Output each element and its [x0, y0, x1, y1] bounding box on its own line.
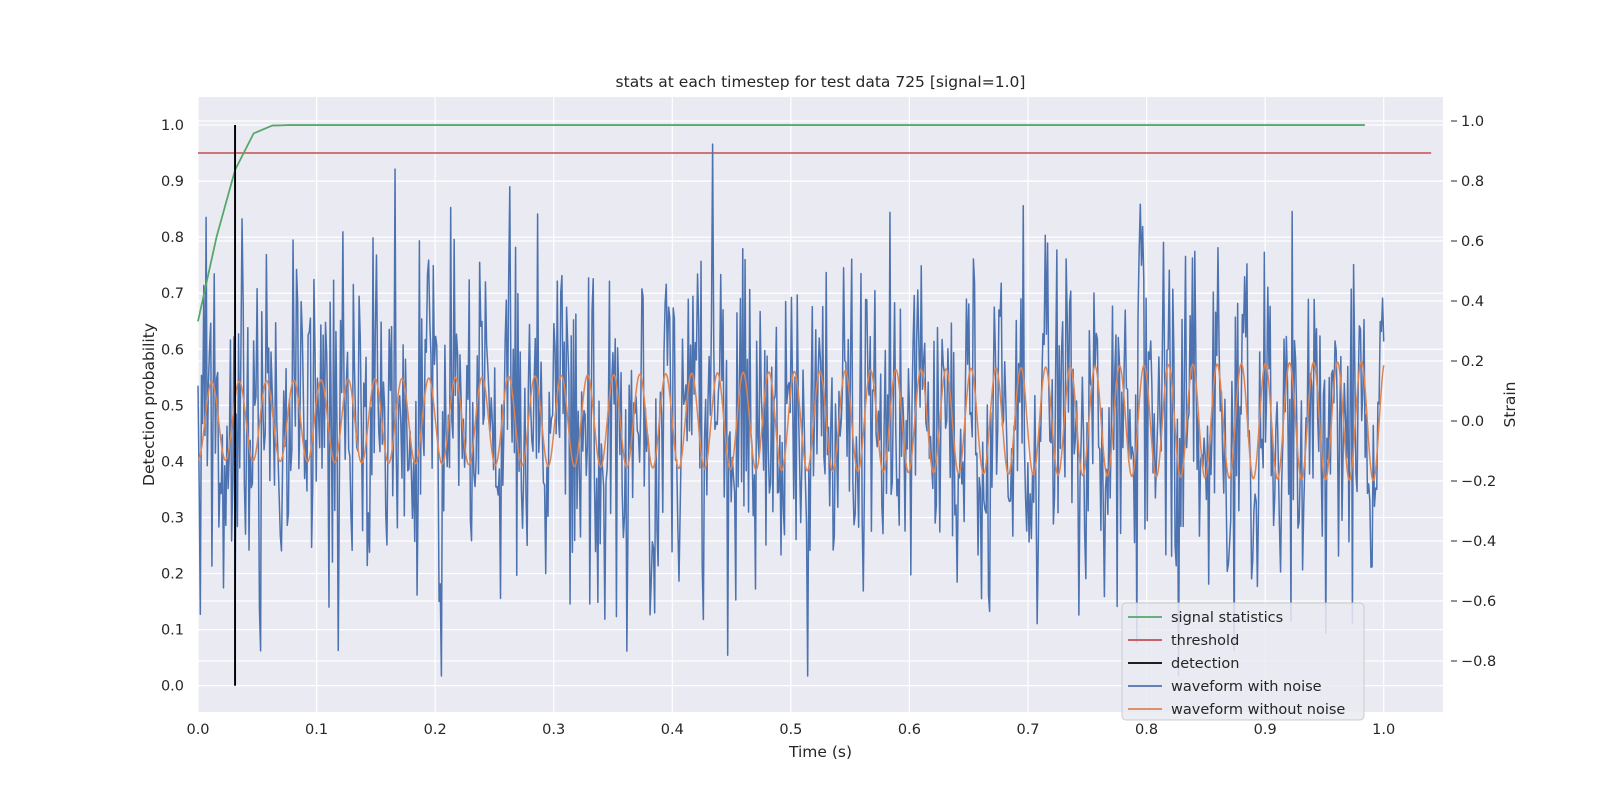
legend: signal statistics threshold detection wavef… — [1121, 602, 1365, 721]
y-right-tick-label: 1.0 — [1461, 114, 1484, 130]
x-ticks: 0.0 0.1 0.2 0.3 0.4 0.5 0.6 0.7 0.8 0.9 1.0 — [186, 722, 1395, 738]
legend-box — [1121, 602, 1365, 721]
y-right-tick-label: 0.0 — [1461, 414, 1484, 430]
y-left-tick-label: 1.0 — [161, 118, 184, 134]
x-tick-label: 0.1 — [305, 722, 328, 738]
y-left-tick-label: 0.5 — [161, 398, 184, 414]
x-tick-label: 0.3 — [542, 722, 565, 738]
x-axis-label: Time (s) — [788, 743, 852, 761]
y-right-ticks: −0.8 −0.6 −0.4 −0.2 0.0 0.2 0.4 0.6 0.8 1.0 — [1451, 114, 1496, 670]
y-right-tick-label: 0.8 — [1461, 174, 1484, 190]
legend-label: waveform without noise — [1171, 702, 1345, 718]
chart-title: stats at each timestep for test data 725… — [616, 73, 1026, 91]
y-right-tick-label: −0.2 — [1461, 474, 1496, 490]
x-tick-label: 0.8 — [1135, 722, 1158, 738]
legend-label: signal statistics — [1171, 610, 1283, 626]
y-left-tick-label: 0.7 — [161, 286, 184, 302]
x-tick-label: 0.9 — [1254, 722, 1277, 738]
y-right-tick-label: −0.4 — [1461, 534, 1496, 550]
x-tick-label: 0.7 — [1016, 722, 1039, 738]
x-tick-label: 0.2 — [424, 722, 447, 738]
legend-label: threshold — [1171, 633, 1239, 649]
y-right-tick-label: 0.2 — [1461, 354, 1484, 370]
legend-label: waveform with noise — [1171, 679, 1322, 695]
y-left-tick-label: 0.0 — [161, 679, 184, 695]
y-left-tick-label: 0.8 — [161, 230, 184, 246]
x-tick-label: 0.5 — [779, 722, 802, 738]
x-tick-label: 0.4 — [661, 722, 684, 738]
y-right-tick-label: 0.6 — [1461, 234, 1484, 250]
y-left-tick-label: 0.6 — [161, 342, 184, 358]
y-left-tick-label: 0.9 — [161, 174, 184, 190]
series-group — [197, 124, 1432, 686]
y-right-tick-label: 0.4 — [1461, 294, 1484, 310]
y-right-tick-label: −0.8 — [1461, 654, 1496, 670]
y-left-tick-label: 0.2 — [161, 567, 184, 583]
legend-label: detection — [1171, 656, 1239, 672]
y-left-tick-label: 0.4 — [161, 454, 184, 470]
x-tick-label: 0.0 — [186, 722, 209, 738]
x-tick-label: 0.6 — [898, 722, 921, 738]
y-left-ticks: 0.0 0.1 0.2 0.3 0.4 0.5 0.6 0.7 0.8 0.9 1.0 — [161, 118, 184, 695]
series-line-waveform-without-noise — [197, 360, 1385, 482]
y-right-axis-label: Strain — [1501, 382, 1519, 428]
series-line-waveform-with-noise — [197, 143, 1385, 677]
series-line-signal-statistics — [197, 124, 1365, 322]
y-left-axis-label: Detection probability — [140, 323, 158, 486]
x-tick-label: 1.0 — [1372, 722, 1395, 738]
y-left-tick-label: 0.3 — [161, 510, 184, 526]
y-left-tick-label: 0.1 — [161, 623, 184, 639]
y-right-tick-label: −0.6 — [1461, 594, 1496, 610]
